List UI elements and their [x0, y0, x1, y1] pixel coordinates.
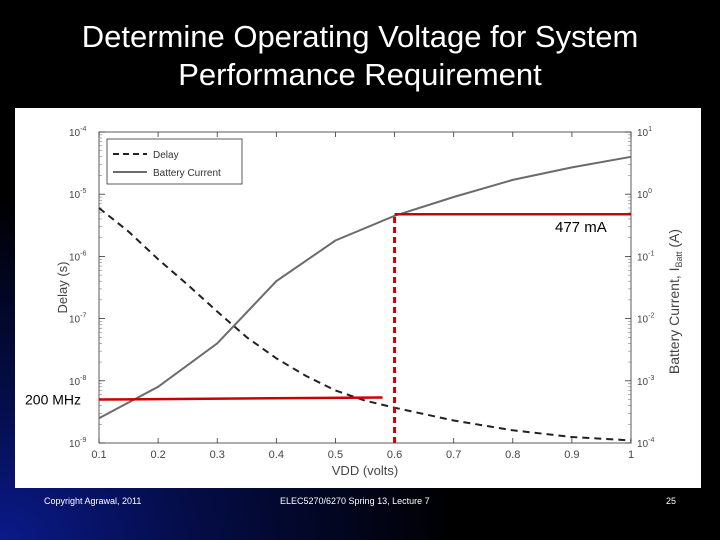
series-line-delay	[98, 207, 632, 442]
x-tick-label: 0.4	[269, 449, 284, 461]
left-y-tick-label: 10-8	[69, 375, 86, 388]
left-y-tick-label: 10-7	[69, 313, 86, 326]
right-y-tick-label: 10-4	[637, 437, 654, 450]
legend-box	[106, 138, 243, 185]
x-tick-label: 0.1	[91, 449, 106, 461]
slide-title: Determine Operating Voltage for System P…	[40, 18, 680, 94]
right-y-axis-label: Battery Current, IBatt (A)	[666, 229, 684, 374]
slide-title-line-1: Determine Operating Voltage for System	[81, 19, 639, 54]
x-axis-label: VDD (volts)	[332, 463, 398, 478]
series-line-battery-current	[98, 155, 632, 420]
x-tick-label: 0.7	[446, 449, 461, 461]
chart-figure: 0.1 0.2 0.3 0.4 0.5 0.6 0.7 0.8 0.9 1 10-9 10-8 10-7…	[15, 108, 701, 488]
right-y-tick-label: 10-2	[637, 313, 654, 326]
chart-svg: 0.1 0.2 0.3 0.4 0.5 0.6 0.7 0.8 0.9 1 10-9 10-8 10-7…	[25, 126, 684, 478]
legend-label: Battery Current	[153, 168, 221, 179]
footer-page-number: 25	[666, 496, 677, 506]
footer-course: ELEC5270/6270 Spring 13, Lecture 7	[280, 496, 430, 506]
x-tick-label: 0.6	[387, 449, 402, 461]
left-y-axis-label: Delay (s)	[55, 261, 70, 313]
slide-title-line-2: Performance Requirement	[178, 57, 542, 92]
right-y-tick-label: 100	[637, 188, 652, 201]
delay-marker-line	[98, 396, 383, 401]
left-y-tick-label: 10-5	[69, 188, 86, 201]
annotation-current: 477 mA	[555, 219, 607, 236]
x-tick-label: 1	[628, 449, 634, 461]
left-y-tick-label: 10-6	[69, 250, 86, 263]
right-y-tick-label: 101	[637, 126, 652, 139]
annotation-frequency: 200 MHz	[25, 392, 81, 408]
right-y-tick-label: 10-3	[637, 375, 654, 388]
left-y-tick-label: 10-9	[69, 437, 86, 450]
footer-copyright: Copyright Agrawal, 2011	[44, 496, 142, 506]
x-tick-label: 0.5	[328, 449, 343, 461]
x-tick-label: 0.2	[150, 449, 165, 461]
chart-legend: Delay Battery Current	[106, 138, 243, 185]
left-y-tick-label: 10-4	[69, 126, 86, 139]
legend-label: Delay	[153, 150, 179, 161]
x-tick-label: 0.3	[210, 449, 225, 461]
x-tick-label: 0.8	[505, 449, 520, 461]
x-tick-label: 0.9	[564, 449, 579, 461]
right-y-tick-label: 10-1	[637, 250, 654, 263]
